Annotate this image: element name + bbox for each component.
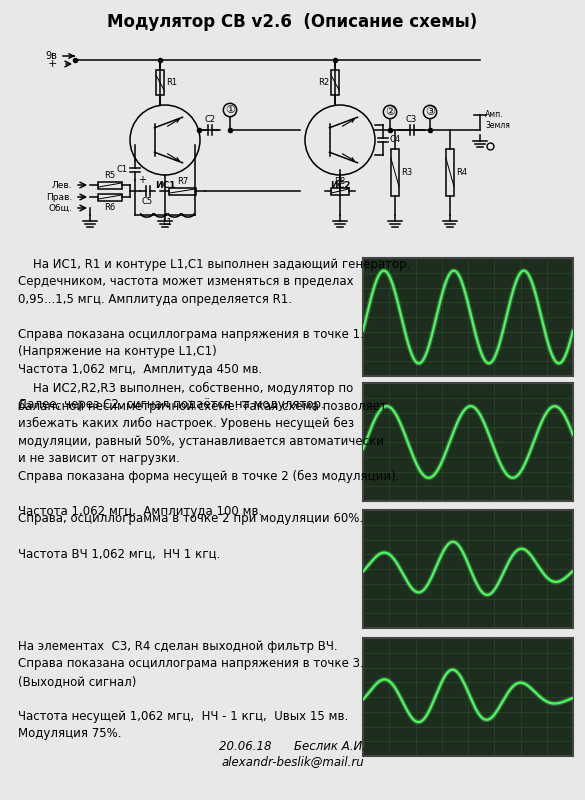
Bar [169,187,196,194]
Text: C2: C2 [204,115,215,124]
Text: ①: ① [225,105,235,115]
Text: R8: R8 [335,177,346,186]
Text: Прав.: Прав. [46,193,72,202]
Text: 20.06.18      Беслик А.И.
alexandr-beslik@mail.ru: 20.06.18 Беслик А.И. alexandr-beslik@mai… [219,740,366,768]
Text: L1: L1 [163,218,173,227]
Text: C1: C1 [117,166,128,174]
Text: Амп.
Земля: Амп. Земля [485,110,510,130]
Text: Модулятор СВ v2.6  (Описание схемы): Модулятор СВ v2.6 (Описание схемы) [108,13,477,31]
Bar [156,70,164,95]
Text: C5: C5 [142,197,153,206]
Bar [391,149,399,196]
Text: R3: R3 [401,168,412,177]
Text: +: + [47,59,57,69]
Text: R4: R4 [456,168,467,177]
Text: На элементах  С3, R4 сделан выходной фильтр ВЧ.
Справа показана осциллограма нап: На элементах С3, R4 сделан выходной филь… [18,640,363,741]
Bar [98,194,122,201]
Text: На ИС1, R1 и контуре L1,С1 выполнен задающий генератор.
Сердечником, частота мож: На ИС1, R1 и контуре L1,С1 выполнен зада… [18,258,410,411]
Text: Лев.: Лев. [51,181,72,190]
Bar [331,70,339,95]
Bar [446,149,454,196]
Text: R5: R5 [105,170,116,179]
Text: R1: R1 [166,78,177,87]
Text: +: + [139,175,146,185]
Text: C3: C3 [406,115,417,124]
Bar [331,187,349,194]
Text: C4: C4 [390,135,401,145]
Text: 9в: 9в [45,51,57,61]
Text: ИС1: ИС1 [155,181,176,190]
Text: R2: R2 [318,78,329,87]
Text: Справа, осциллограмма в точке 2 при модуляции 60%.

Частота ВЧ 1,062 мгц,  НЧ 1 : Справа, осциллограмма в точке 2 при моду… [18,512,363,560]
Text: ③: ③ [425,107,435,117]
Bar [98,182,122,189]
Text: R7: R7 [177,177,188,186]
Text: Общ.: Общ. [48,203,72,213]
Text: ②: ② [385,107,395,117]
Text: ИС2: ИС2 [330,181,350,190]
Text: R6: R6 [104,202,116,211]
Text: На ИС2,R2,R3 выполнен, собственно, модулятор по
балансной несимметричной схеме. : На ИС2,R2,R3 выполнен, собственно, модул… [18,382,399,518]
